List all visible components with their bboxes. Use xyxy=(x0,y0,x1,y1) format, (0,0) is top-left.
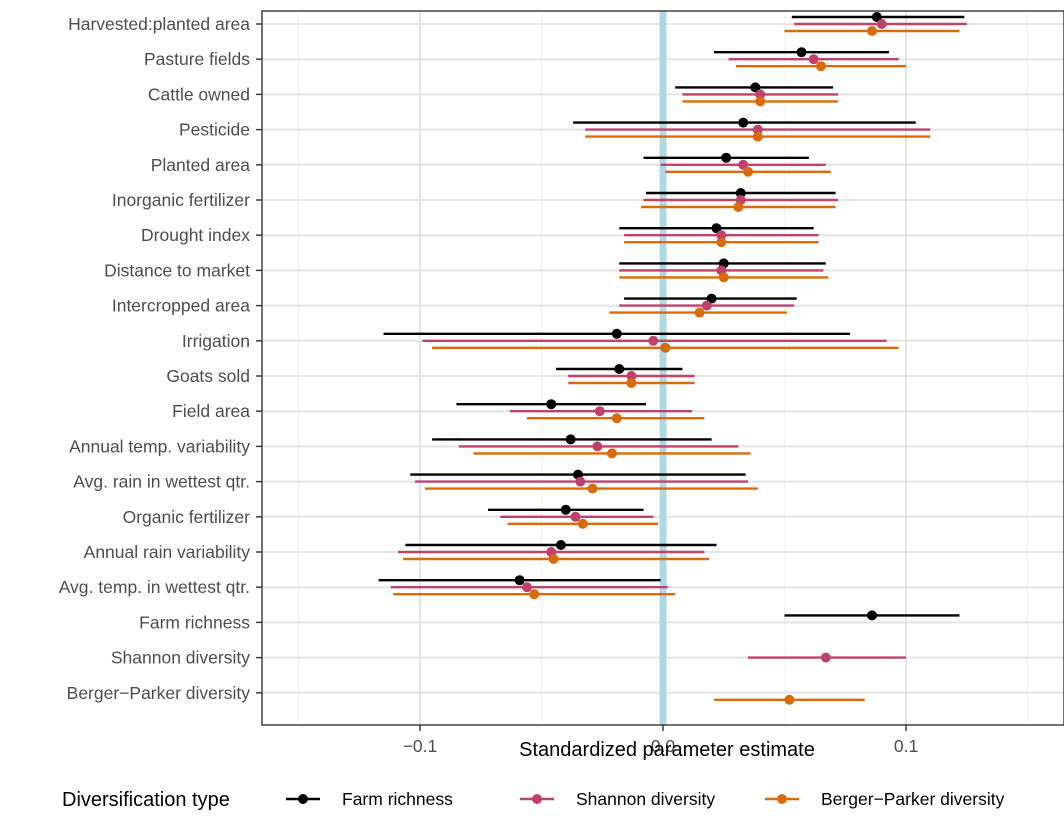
y-tick-label: Organic fertilizer xyxy=(123,507,251,527)
y-tick-label: Berger−Parker diversity xyxy=(67,683,251,703)
estimate-point xyxy=(560,504,571,515)
estimate-point xyxy=(815,61,826,72)
y-tick-label: Irrigation xyxy=(182,331,250,351)
x-tick-label: 0.0 xyxy=(651,736,676,756)
x-axis: −0.1 0.0 0.1 xyxy=(403,725,918,756)
estimate-point xyxy=(570,511,581,522)
legend: Diversification type Farm richness Shannon… xyxy=(62,789,1005,811)
estimate-point xyxy=(755,89,766,100)
y-tick-label: Avg. temp. in wettest qtr. xyxy=(59,577,250,597)
estimate-point xyxy=(716,230,727,241)
y-tick-label: Shannon diversity xyxy=(111,648,250,668)
estimate-point xyxy=(743,166,754,177)
y-tick-label: Annual rain variability xyxy=(84,542,251,562)
marks-layer xyxy=(378,12,967,705)
legend-entry-label: Berger−Parker diversity xyxy=(821,789,1005,809)
estimate-point xyxy=(626,371,637,381)
estimate-point xyxy=(548,554,559,564)
estimate-point xyxy=(738,159,749,170)
estimate-point xyxy=(611,328,622,339)
legend-title: Diversification type xyxy=(62,789,230,811)
estimate-point xyxy=(796,47,807,58)
estimate-point xyxy=(711,223,722,234)
estimate-point xyxy=(750,82,761,93)
estimate-point xyxy=(611,413,622,424)
y-tick-label: Avg. rain in wettest qtr. xyxy=(73,472,250,492)
estimate-point xyxy=(867,26,878,36)
estimate-point xyxy=(521,582,532,593)
estimate-point xyxy=(614,364,625,374)
y-tick-label: Planted area xyxy=(151,155,251,175)
estimate-point xyxy=(738,117,749,128)
estimate-point xyxy=(752,131,763,142)
x-tick-label: −0.1 xyxy=(403,736,438,756)
estimate-point xyxy=(867,610,878,621)
y-tick-label: Cattle owned xyxy=(148,84,250,104)
y-tick-label: Pesticide xyxy=(179,120,250,140)
estimate-point xyxy=(718,272,729,283)
estimate-point xyxy=(808,54,819,65)
x-tick-label: 0.1 xyxy=(894,736,918,756)
estimate-point xyxy=(529,589,540,600)
estimate-point xyxy=(565,434,576,445)
estimate-point xyxy=(648,335,659,346)
estimate-point xyxy=(592,441,603,452)
estimate-point xyxy=(735,188,746,198)
y-tick-label: Harvested:planted area xyxy=(68,14,250,34)
y-tick-label: Inorganic fertilizer xyxy=(112,190,250,210)
legend-entry-label: Shannon diversity xyxy=(576,789,715,809)
estimate-point xyxy=(606,448,617,459)
y-tick-label: Intercropped area xyxy=(112,296,250,316)
estimate-point xyxy=(706,293,717,304)
legend-key-point xyxy=(532,794,542,804)
estimate-point xyxy=(871,12,882,22)
legend-entry-label: Farm richness xyxy=(342,789,453,809)
estimate-point xyxy=(755,96,766,107)
legend-key-point xyxy=(298,794,308,804)
y-tick-label: Farm richness xyxy=(139,612,250,632)
y-tick-label: Distance to market xyxy=(104,260,250,280)
x-axis-title: Standardized parameter estimate xyxy=(519,739,815,761)
estimate-point xyxy=(546,399,557,410)
y-tick-label: Field area xyxy=(172,401,250,421)
series-group xyxy=(378,12,965,621)
series-group xyxy=(393,26,960,705)
estimate-point xyxy=(575,476,586,487)
estimate-point xyxy=(721,152,732,163)
estimate-point xyxy=(820,652,831,663)
y-axis: Harvested:planted area Pasture fields Catt… xyxy=(59,14,262,703)
y-tick-label: Annual temp. variability xyxy=(69,436,250,456)
estimate-point xyxy=(716,237,727,248)
estimate-point xyxy=(733,202,744,212)
estimate-point xyxy=(577,518,588,529)
y-tick-label: Pasture fields xyxy=(144,49,250,69)
estimate-point xyxy=(784,694,795,705)
estimate-point xyxy=(594,406,605,417)
y-tick-label: Goats sold xyxy=(166,366,250,386)
estimate-point xyxy=(752,124,763,135)
estimate-point xyxy=(701,300,712,311)
estimate-point xyxy=(514,575,525,586)
estimate-point xyxy=(587,483,598,494)
estimate-point xyxy=(660,342,671,353)
series-group xyxy=(390,19,967,663)
estimate-point xyxy=(626,378,637,388)
legend-key-point xyxy=(777,794,787,804)
estimate-point xyxy=(876,19,887,29)
estimate-point xyxy=(555,540,566,550)
y-tick-label: Drought index xyxy=(141,225,250,245)
estimate-point xyxy=(694,307,705,318)
